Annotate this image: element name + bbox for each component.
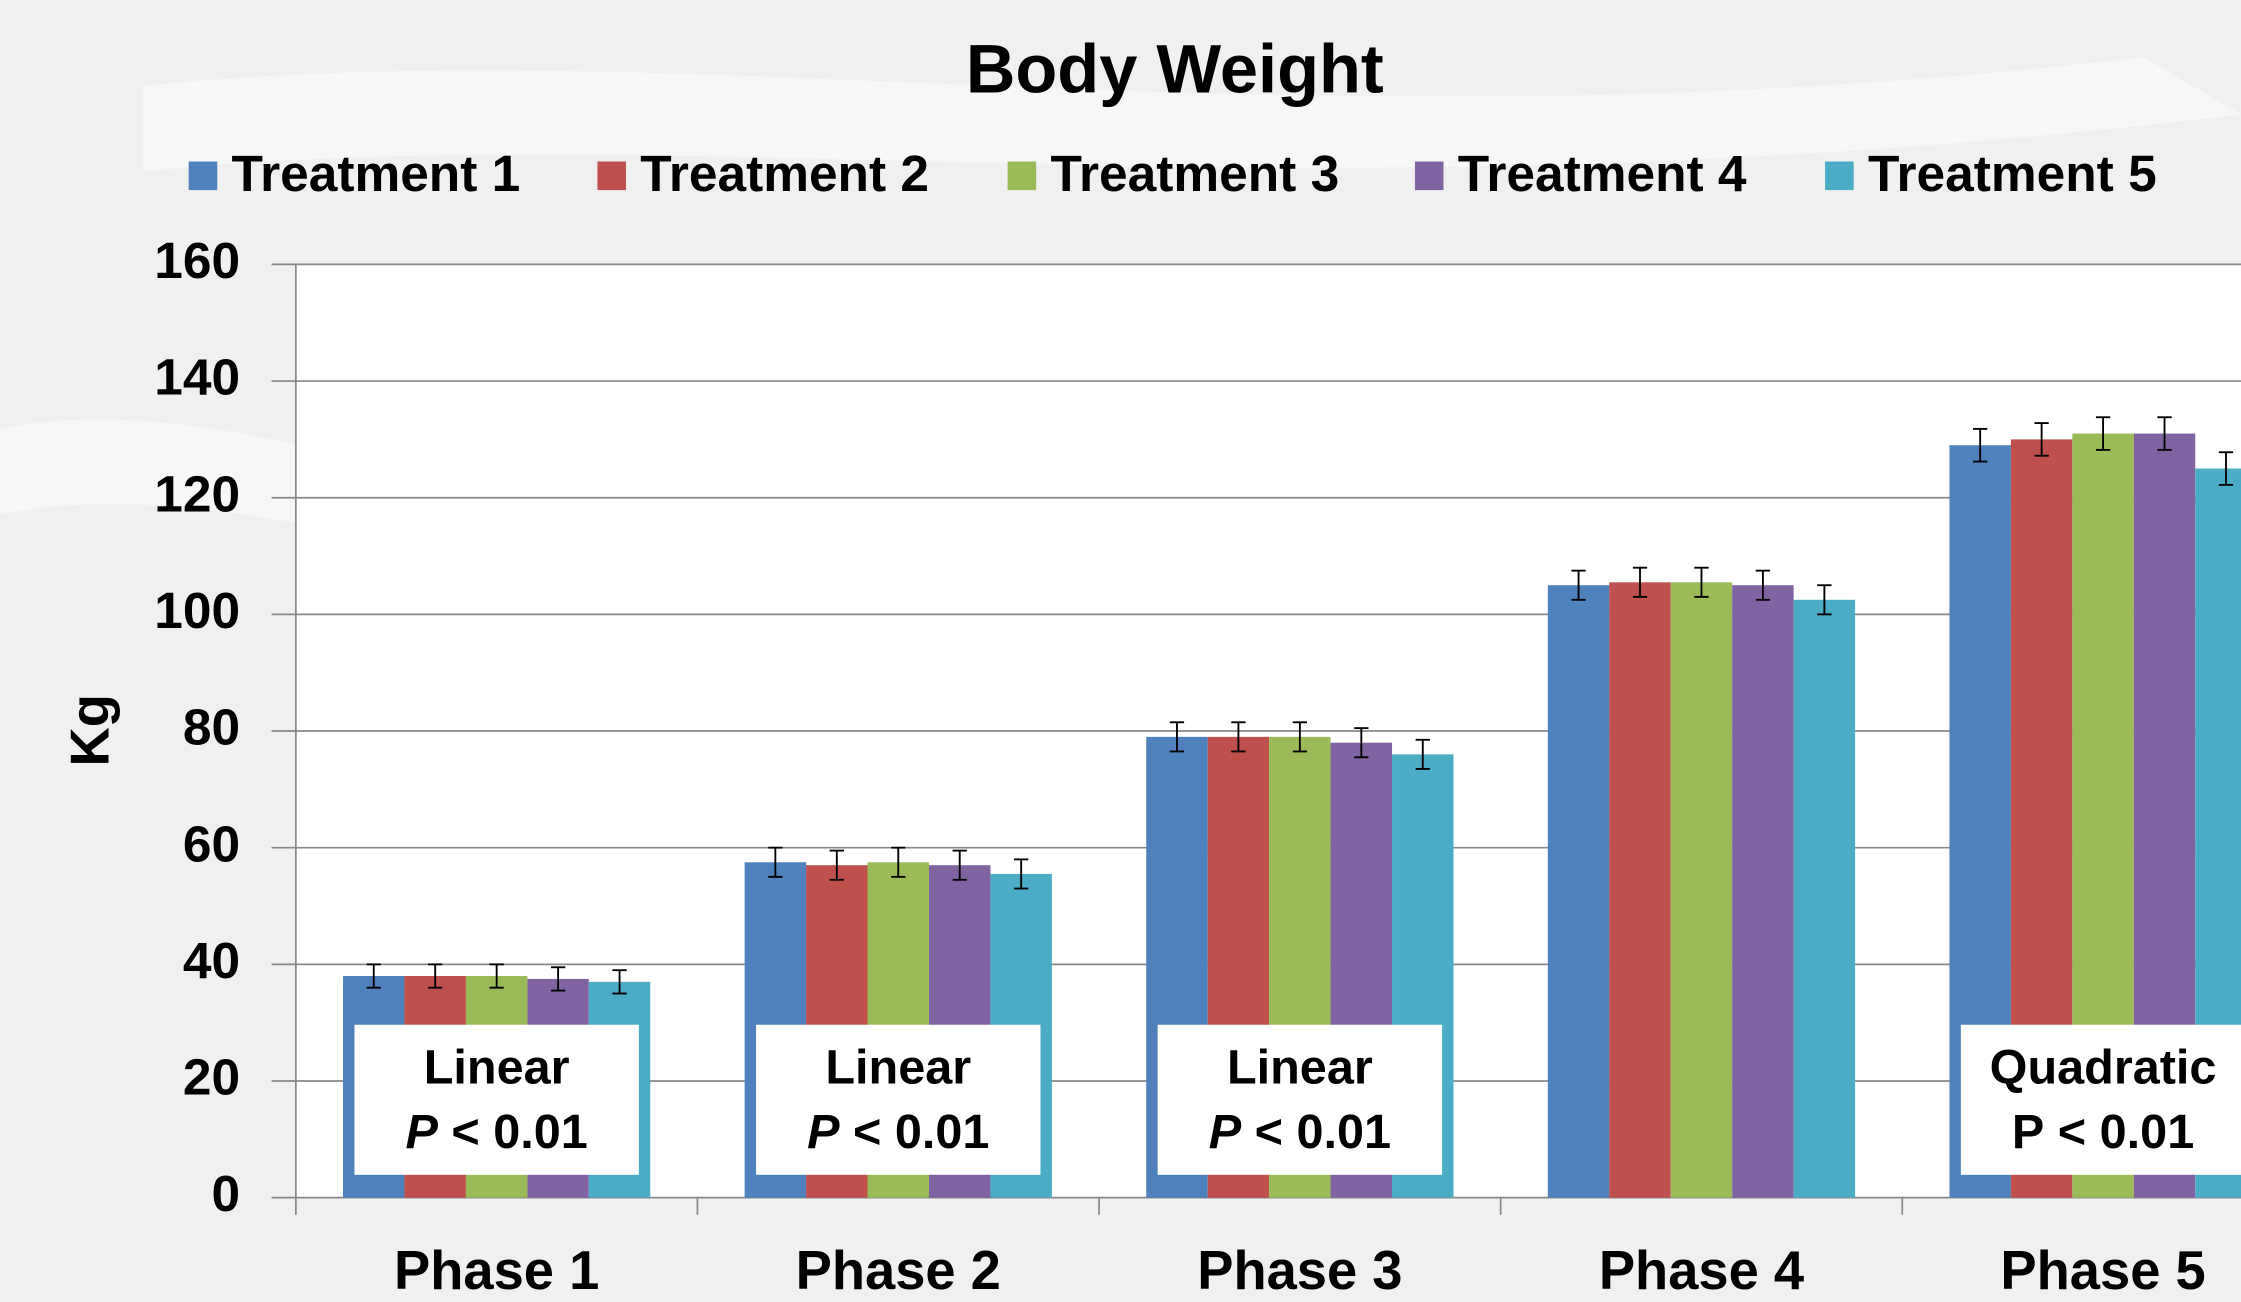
p-symbol: P [405,1105,438,1159]
y-axis-label: Kg [60,694,121,766]
annotation-test: Linear [1227,1040,1373,1094]
y-tick-label: 0 [212,1164,241,1222]
annotation-box [1157,1024,1443,1175]
annotation-stat: P < 0.01 [405,1105,587,1159]
error-bar [1817,584,1832,616]
error-bar [1571,569,1586,601]
x-tick-label: Phase 1 [394,1240,599,1301]
error-bar [1014,858,1029,890]
y-tick-label: 120 [154,464,240,522]
bar [1547,585,1610,1198]
chart-title: Body Weight [966,30,1384,107]
legend-label: Treatment 5 [1868,144,2157,202]
p-symbol: P [2012,1105,2044,1159]
y-tick-label: 40 [183,931,240,989]
legend-label: Treatment 4 [1458,144,1747,202]
y-tick-label: 80 [183,698,240,756]
error-bar [2157,416,2172,451]
error-bar [1231,721,1246,753]
error-bar [768,846,783,878]
bar [1609,582,1671,1198]
legend-label: Treatment 1 [232,144,521,202]
error-bar [1632,566,1648,598]
background-swirl [142,57,2241,172]
bar [1793,599,1856,1198]
error-bar [1755,569,1771,601]
error-bar [952,849,967,881]
error-bar [891,846,906,878]
legend-swatch [1414,161,1444,191]
legend-label: Treatment 3 [1050,144,1339,202]
error-bar [1292,721,1308,753]
legend-swatch [188,161,218,191]
p-value: < 0.01 [2058,1105,2194,1159]
x-tick-label: Phase 5 [2000,1240,2205,1301]
error-bar [1354,727,1369,759]
error-bar [1169,721,1185,753]
error-bar [366,963,381,989]
error-bar [489,963,504,989]
annotation-test: Quadratic [1990,1040,2217,1094]
error-bar [2218,451,2234,486]
p-symbol: P [807,1105,840,1159]
legend-label: Treatment 2 [640,144,929,202]
annotation-stat: P < 0.01 [807,1105,989,1159]
x-tick-label: Phase 3 [1197,1240,1402,1301]
error-bar [1415,738,1430,770]
annotation-test: Linear [424,1040,570,1094]
annotation-test: Linear [825,1040,971,1094]
error-bar [550,966,566,992]
error-bar [1694,566,1709,598]
legend-swatch [1007,161,1037,191]
y-tick-label: 140 [154,348,240,406]
annotation-box [756,1024,1041,1175]
y-tick-label: 60 [183,814,240,872]
legend-swatch [1825,161,1854,191]
p-symbol: P [1209,1105,1242,1159]
p-value: < 0.01 [1255,1105,1391,1159]
y-tick-label: 100 [154,581,240,639]
p-value: < 0.01 [451,1105,587,1159]
legend-swatch [597,161,626,191]
x-tick-label: Phase 2 [796,1240,1001,1301]
error-bar [1973,427,1988,463]
y-tick-label: 20 [183,1048,240,1106]
annotation-stat: P < 0.01 [1209,1105,1391,1159]
bar [1732,585,1794,1198]
p-value: < 0.01 [853,1105,989,1159]
error-bar [428,963,443,989]
bar [1670,582,1733,1198]
error-bar [612,969,627,995]
annotation-box [354,1024,639,1175]
error-bar [2034,422,2049,457]
x-tick-label: Phase 4 [1599,1240,1804,1301]
error-bar [2095,416,2111,451]
annotation-stat: P < 0.01 [2012,1105,2194,1159]
annotation-box [1960,1024,2241,1175]
error-bar [829,849,844,881]
y-tick-label: 160 [154,231,240,289]
